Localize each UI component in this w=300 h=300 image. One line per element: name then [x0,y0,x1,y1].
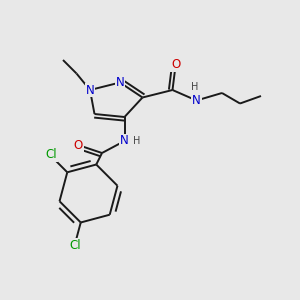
Text: H: H [133,136,140,146]
Text: Cl: Cl [46,148,57,161]
Text: N: N [192,94,201,107]
Text: Cl: Cl [69,239,81,252]
Text: N: N [116,76,124,89]
Text: O: O [171,58,180,71]
Text: H: H [191,82,199,92]
Text: N: N [85,83,94,97]
Text: O: O [74,139,82,152]
Text: N: N [120,134,129,148]
